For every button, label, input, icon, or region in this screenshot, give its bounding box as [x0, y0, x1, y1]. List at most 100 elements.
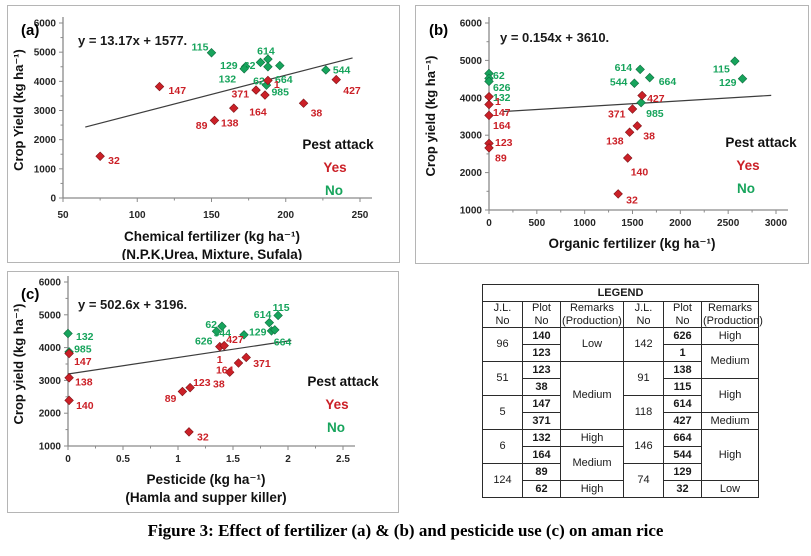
x-axis-subtitle: (Hamla and supper killer): [125, 490, 286, 505]
x-tick-label: 2500: [717, 218, 740, 229]
pest-legend-title: Pest attack: [725, 135, 797, 150]
pest-legend-no: No: [325, 183, 343, 198]
plot-no-cell: 123: [522, 344, 561, 363]
y-tick-label: 5000: [39, 310, 62, 321]
point-label-115: 115: [713, 64, 730, 76]
y-tick-label: 5000: [460, 56, 483, 67]
data-point-427: [637, 90, 647, 101]
plot-no-cell: 89: [522, 463, 561, 482]
pest-legend-title: Pest attack: [302, 137, 374, 152]
plot-no-cell: 140: [522, 327, 561, 346]
legend-table-header: Plot No: [663, 300, 702, 329]
trendline-equation: y = 502.6x + 3196.: [78, 297, 187, 312]
point-label-89: 89: [196, 120, 208, 132]
panel-letter: (a): [21, 22, 39, 39]
point-label-132: 132: [493, 92, 511, 104]
panel-a: 50 100 150 200 250 0 1000 2000 3000 4000 5000 6000(…: [7, 5, 400, 263]
y-tick-label: 0: [50, 194, 56, 205]
point-label-129: 129: [249, 326, 267, 338]
data-point-32: [613, 189, 623, 199]
table-row: 62 High 32 Low: [483, 480, 759, 499]
point-label-164: 164: [493, 120, 511, 132]
point-label-664: 664: [274, 336, 292, 348]
point-label-147: 147: [493, 107, 511, 119]
point-label-544: 544: [610, 77, 628, 89]
trendline-equation: y = 13.17x + 1577.: [78, 33, 187, 48]
y-axis-title: Crop yield (kg ha⁻¹): [423, 56, 438, 177]
point-label-1: 1: [217, 354, 223, 366]
data-point-129: [737, 74, 748, 84]
data-point-32: [95, 151, 105, 162]
x-tick-label: 0.5: [116, 454, 130, 465]
pest-legend-title: Pest attack: [307, 374, 379, 389]
x-tick-label: 2.5: [336, 454, 350, 465]
data-point-138: [229, 103, 239, 113]
x-tick-label: 0: [486, 218, 492, 229]
data-point-89: [177, 386, 188, 397]
pest-legend-no: No: [327, 420, 345, 435]
plot-no-cell: 32: [663, 480, 702, 499]
table-cell: 5: [482, 395, 523, 431]
legend-table-container: LEGEND J.L. No Plot No Remarks (Production)…: [482, 284, 763, 499]
data-point-544: [321, 65, 331, 75]
panel-letter: (b): [429, 22, 448, 39]
table-cell: Low: [560, 327, 624, 363]
data-point-164: [233, 358, 244, 368]
data-point-544: [239, 330, 249, 340]
point-label-38: 38: [213, 379, 225, 391]
data-point-138: [624, 127, 635, 137]
point-label-62: 62: [205, 319, 217, 331]
point-label-1: 1: [495, 96, 501, 108]
table-cell: High: [701, 429, 759, 482]
panel-letter: (c): [21, 286, 39, 303]
point-label-614: 614: [254, 309, 272, 321]
data-point-371: [241, 352, 251, 363]
point-label-123: 123: [193, 377, 211, 389]
data-point-132: [239, 64, 249, 74]
table-cell: 6: [482, 429, 523, 465]
table-cell: High: [701, 327, 759, 346]
data-point-544: [629, 78, 640, 88]
y-tick-label: 3000: [39, 376, 62, 387]
trendline: [85, 57, 353, 128]
x-axis-title: Pesticide (kg ha⁻¹): [147, 472, 266, 487]
y-tick-label: 3000: [34, 106, 57, 117]
point-label-32: 32: [108, 155, 120, 167]
x-tick-label: 250: [352, 210, 369, 221]
point-label-427: 427: [226, 334, 244, 346]
point-label-123: 123: [495, 137, 513, 149]
data-point-427: [219, 340, 229, 351]
y-tick-label: 5000: [34, 48, 57, 59]
point-label-140: 140: [76, 400, 94, 412]
y-tick-label: 2000: [34, 135, 57, 146]
plot-no-cell: 123: [522, 361, 561, 380]
plot-no-cell: 544: [663, 446, 702, 465]
table-cell: High: [560, 429, 624, 448]
point-label-132: 132: [219, 73, 237, 85]
data-point-626: [263, 62, 273, 72]
data-point-140: [64, 395, 74, 406]
data-point-164: [260, 90, 270, 100]
y-tick-label: 4000: [34, 77, 57, 88]
plot-no-cell: 38: [522, 378, 561, 397]
pest-legend-yes: Yes: [323, 160, 346, 175]
point-label-89: 89: [165, 393, 177, 405]
legend-table-header: J.L. No: [623, 300, 664, 329]
point-label-38: 38: [311, 108, 323, 120]
data-point-115: [206, 48, 217, 58]
point-label-626: 626: [493, 82, 511, 94]
x-tick-label: 200: [277, 210, 294, 221]
table-cell: Medium: [560, 446, 624, 482]
x-tick-label: 0: [65, 454, 71, 465]
point-label-147: 147: [74, 356, 92, 368]
panel-a-svg: 50 100 150 200 2500100020003000400050006000(…: [11, 17, 374, 260]
x-tick-label: 1: [175, 454, 181, 465]
table-cell: 124: [482, 463, 523, 499]
y-axis-title: Crop Yield (kg ha⁻¹): [11, 49, 26, 171]
table-row: 6 132 High 146 664 High: [482, 429, 759, 482]
panel-c: 0 0.5 1 1.5 2 2.5 1000 2000 3000 4000 5000 6000 (c) y…: [7, 271, 399, 513]
point-label-38: 38: [643, 130, 655, 142]
legend-table-title: LEGEND: [482, 284, 759, 302]
table-cell: High: [560, 480, 624, 499]
plot-no-cell: 129: [663, 463, 702, 482]
